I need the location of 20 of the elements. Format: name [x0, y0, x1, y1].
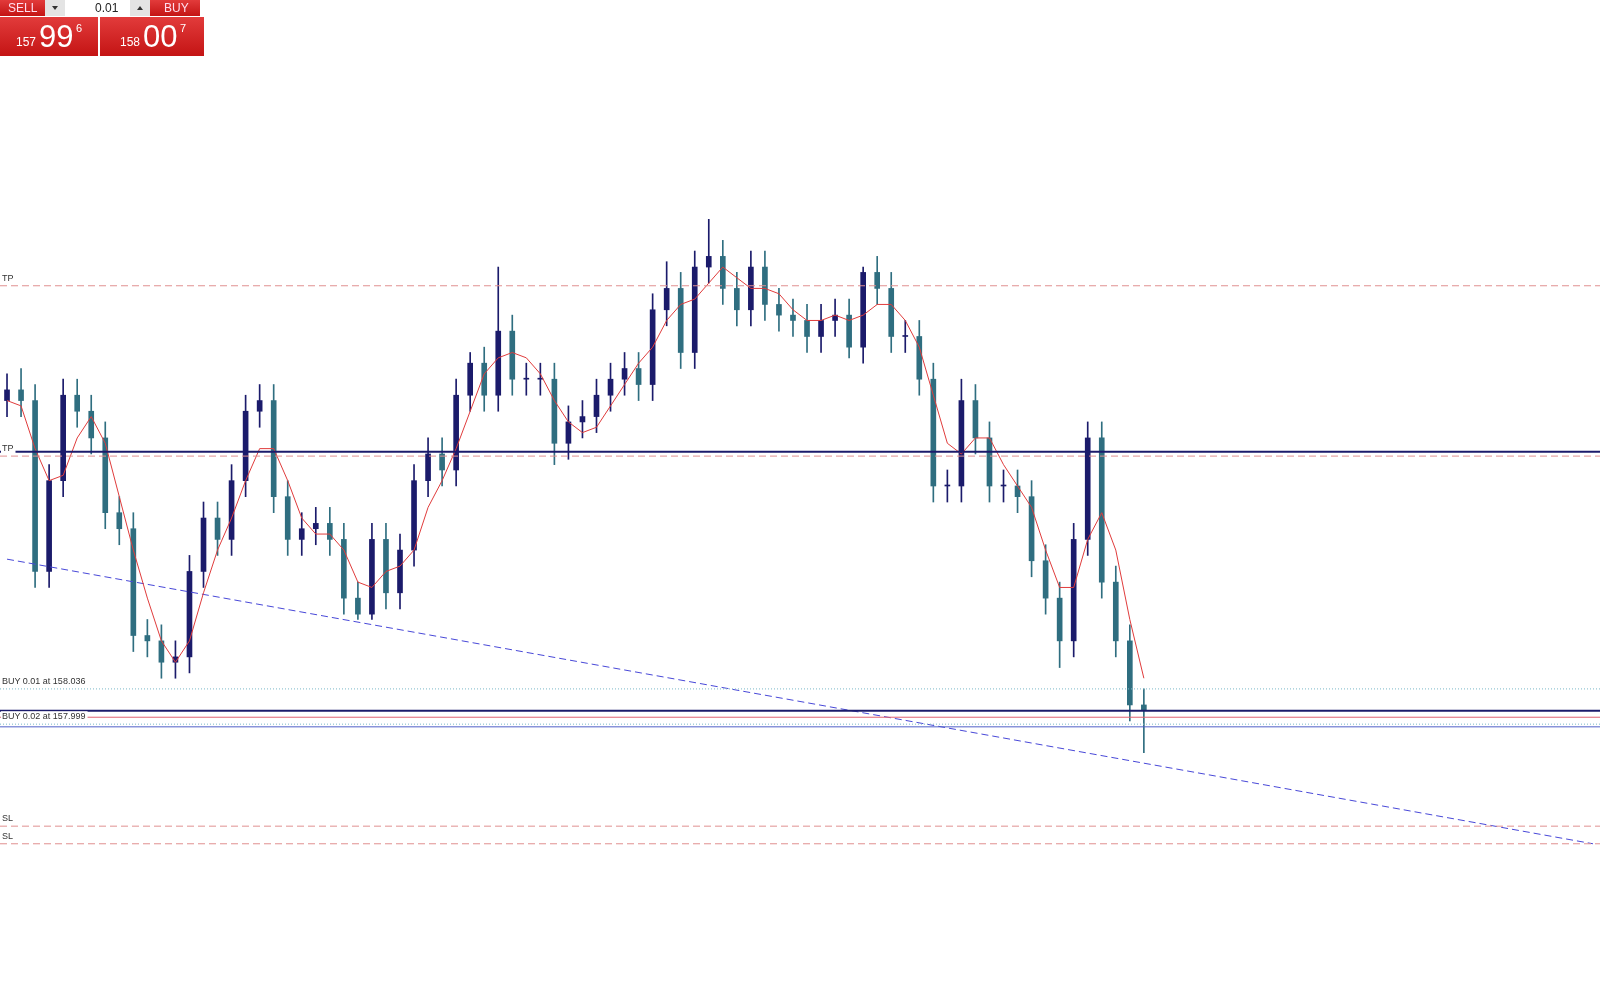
text: 99: [39, 19, 74, 54]
ref-line-label: BUY 0.01 at 158.036: [2, 675, 86, 686]
text: 00: [143, 19, 178, 54]
text: BUY: [164, 1, 189, 15]
ref-line-label: BUY 0.02 at 157.999: [2, 711, 86, 722]
text: 157: [16, 35, 37, 49]
candlestick: [312, 507, 319, 546]
text: 0.01: [95, 1, 119, 15]
text: SELL: [8, 1, 38, 15]
text: 7: [180, 22, 187, 34]
ref-line-label: TP: [2, 443, 14, 454]
candlestick: [705, 219, 712, 284]
candlestick: [902, 320, 909, 353]
candlestick: [523, 362, 530, 396]
candlestick: [790, 298, 796, 337]
text: 158: [120, 35, 141, 49]
ref-line-label: SL: [2, 830, 14, 841]
ref-line-label: TP: [2, 272, 14, 283]
ref-line-label: SL: [2, 813, 14, 824]
text: 6: [76, 22, 83, 34]
